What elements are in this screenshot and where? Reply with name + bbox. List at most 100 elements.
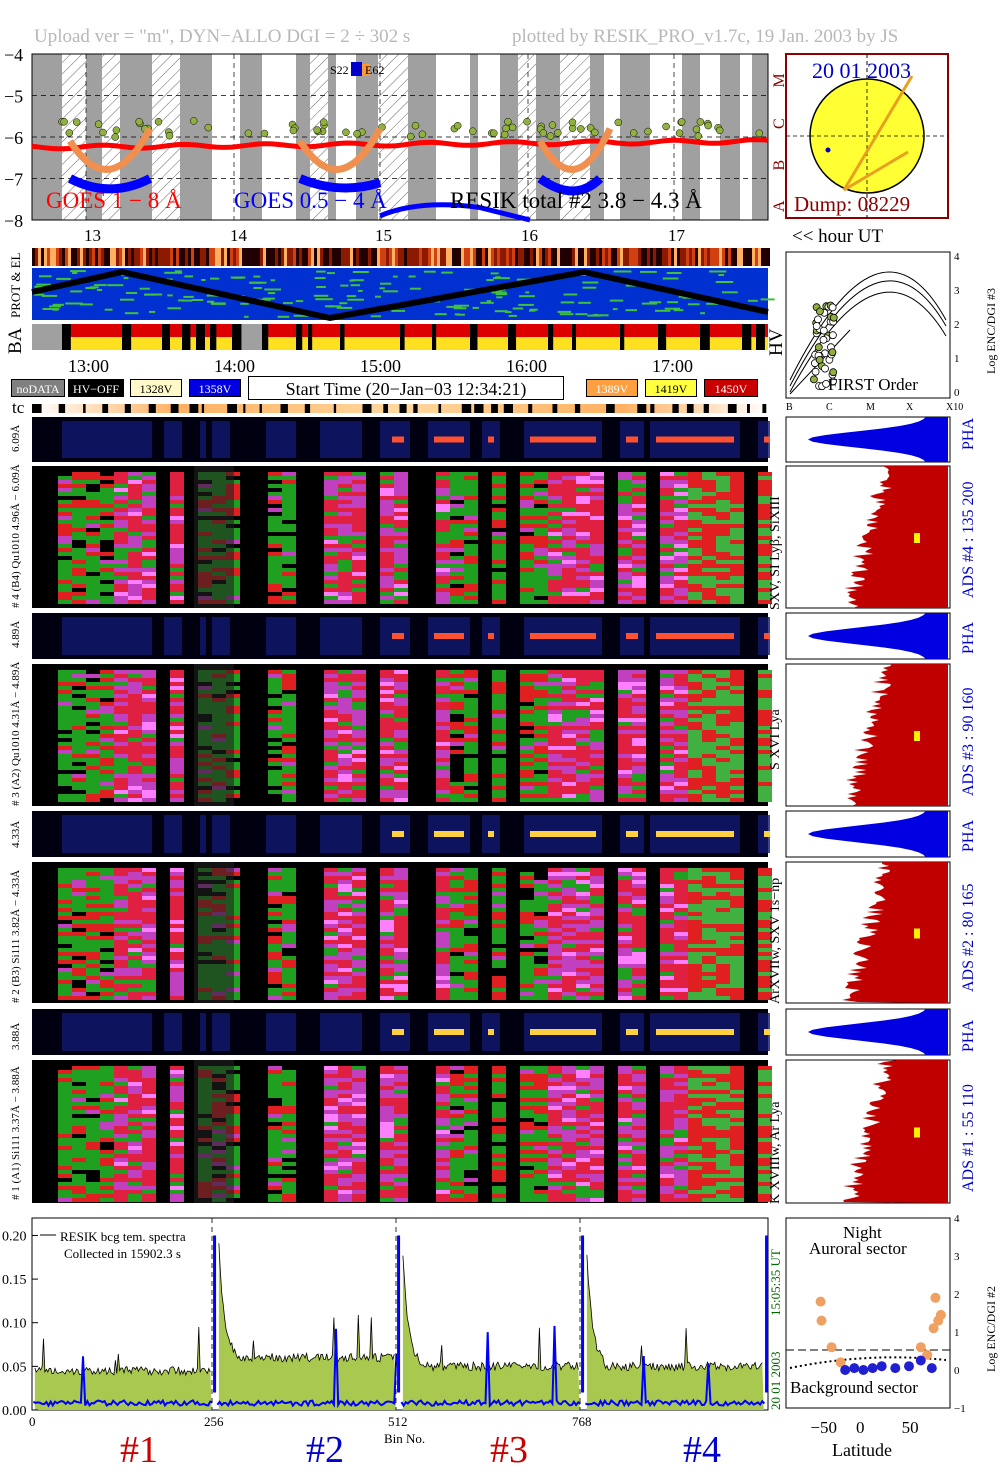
tc-cell	[243, 404, 246, 413]
prot-cell	[629, 248, 632, 266]
spec-cell	[562, 798, 576, 802]
spec-cell	[716, 770, 730, 774]
resik-point	[662, 122, 670, 131]
prot-cell	[281, 248, 284, 266]
spec-cell	[380, 964, 394, 968]
spec-cell	[142, 560, 156, 564]
spec-cell	[436, 576, 450, 580]
spec-cell	[324, 722, 338, 726]
spec-cell	[114, 754, 128, 758]
spec-cell	[324, 960, 338, 964]
spec-cell	[464, 714, 478, 718]
spec-cell	[324, 742, 338, 746]
spec-cell	[688, 1082, 702, 1086]
spec-cell	[674, 508, 688, 512]
spec-cell	[492, 568, 506, 572]
spec-cell	[436, 988, 450, 992]
spec-cell	[268, 504, 282, 508]
spec-cell	[562, 714, 576, 718]
spec-cell	[72, 584, 86, 588]
spec-cell	[100, 496, 114, 500]
spec-cell	[688, 782, 702, 786]
spec-cell	[338, 892, 352, 896]
tc-cell	[413, 404, 418, 413]
spec-cell	[716, 766, 730, 770]
pha-line	[554, 831, 560, 837]
spec-cell	[618, 872, 632, 876]
spec-cell	[352, 944, 366, 948]
pha-cell	[350, 421, 356, 458]
spec-cell	[688, 888, 702, 892]
resik-point	[260, 129, 269, 138]
tc-cell	[461, 404, 472, 413]
spec-cell	[730, 992, 744, 996]
spec-cell	[576, 508, 590, 512]
tc-cell	[304, 404, 311, 413]
spec-cell	[380, 706, 394, 710]
spec-cell	[86, 718, 100, 722]
spec-cell	[72, 670, 86, 674]
spec-cell	[324, 996, 338, 1000]
pha-cell	[98, 617, 104, 655]
spec-cell	[86, 976, 100, 980]
spec-cell	[562, 920, 576, 924]
pha-line	[764, 633, 770, 639]
spec-cell	[72, 920, 86, 924]
pha-line	[674, 633, 680, 639]
prot-cell	[233, 248, 236, 266]
spec-cell	[352, 576, 366, 580]
spec-cell	[338, 992, 352, 996]
prot-cell	[446, 248, 449, 266]
spec-cell	[618, 1086, 632, 1090]
spec-cell	[450, 948, 464, 952]
prot-cell	[227, 248, 230, 266]
pha-cell	[134, 421, 140, 458]
spec-cell	[688, 1070, 702, 1074]
spec-cell	[590, 730, 604, 734]
spec-cell	[324, 476, 338, 480]
spec-cell	[688, 730, 702, 734]
spec-cell	[142, 932, 156, 936]
spec-cell	[576, 710, 590, 714]
spec-cell	[534, 992, 548, 996]
spec-cell	[758, 904, 772, 908]
spec-cell	[716, 678, 730, 682]
prot-cell	[713, 248, 716, 266]
pha-cell	[272, 1013, 278, 1051]
spec-cell	[674, 484, 688, 488]
spec-cell	[576, 584, 590, 588]
spec-cell	[394, 786, 408, 790]
spec-cell	[492, 738, 506, 742]
pha-cell	[104, 815, 110, 853]
spec-cell	[688, 548, 702, 552]
spec-cell	[324, 892, 338, 896]
spec-cell	[688, 876, 702, 880]
spec-cell	[142, 1082, 156, 1086]
spec-cell	[492, 996, 506, 1000]
pha-cell	[494, 421, 500, 458]
goes-y-tick-label: −5	[4, 87, 23, 107]
spec-cell	[562, 504, 576, 508]
spec-cell	[464, 868, 478, 872]
spec-cell	[58, 782, 72, 786]
spec-cell	[660, 936, 674, 940]
spec-cell	[562, 674, 576, 678]
spec-cell	[86, 556, 100, 560]
orbit-band-cell	[722, 291, 738, 294]
spec-cell	[730, 536, 744, 540]
spec-cell	[268, 710, 282, 714]
prot-cell	[728, 248, 731, 266]
spec-cell	[702, 596, 716, 600]
spec-cell	[324, 734, 338, 738]
spec-cell	[660, 670, 674, 674]
spec-cell	[464, 540, 478, 544]
prot-cell	[725, 248, 728, 266]
spec-cell	[730, 968, 744, 972]
spec-cell	[492, 750, 506, 754]
spec-cell	[394, 572, 408, 576]
spec-cell	[128, 1086, 142, 1090]
spec-cell	[170, 778, 184, 782]
spec-cell	[492, 516, 506, 520]
spec-cell	[436, 1082, 450, 1086]
spec-cell	[562, 552, 576, 556]
